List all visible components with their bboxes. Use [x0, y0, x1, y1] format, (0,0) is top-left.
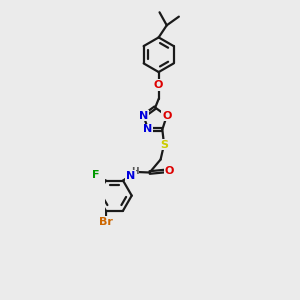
Text: N: N — [143, 124, 153, 134]
Text: O: O — [154, 80, 163, 90]
Text: F: F — [92, 170, 99, 180]
Text: N: N — [126, 171, 135, 181]
Text: O: O — [162, 111, 171, 121]
Text: O: O — [165, 166, 174, 176]
Text: H: H — [131, 167, 139, 176]
Text: N: N — [139, 111, 148, 121]
Text: Br: Br — [99, 217, 113, 226]
Text: S: S — [160, 140, 168, 149]
